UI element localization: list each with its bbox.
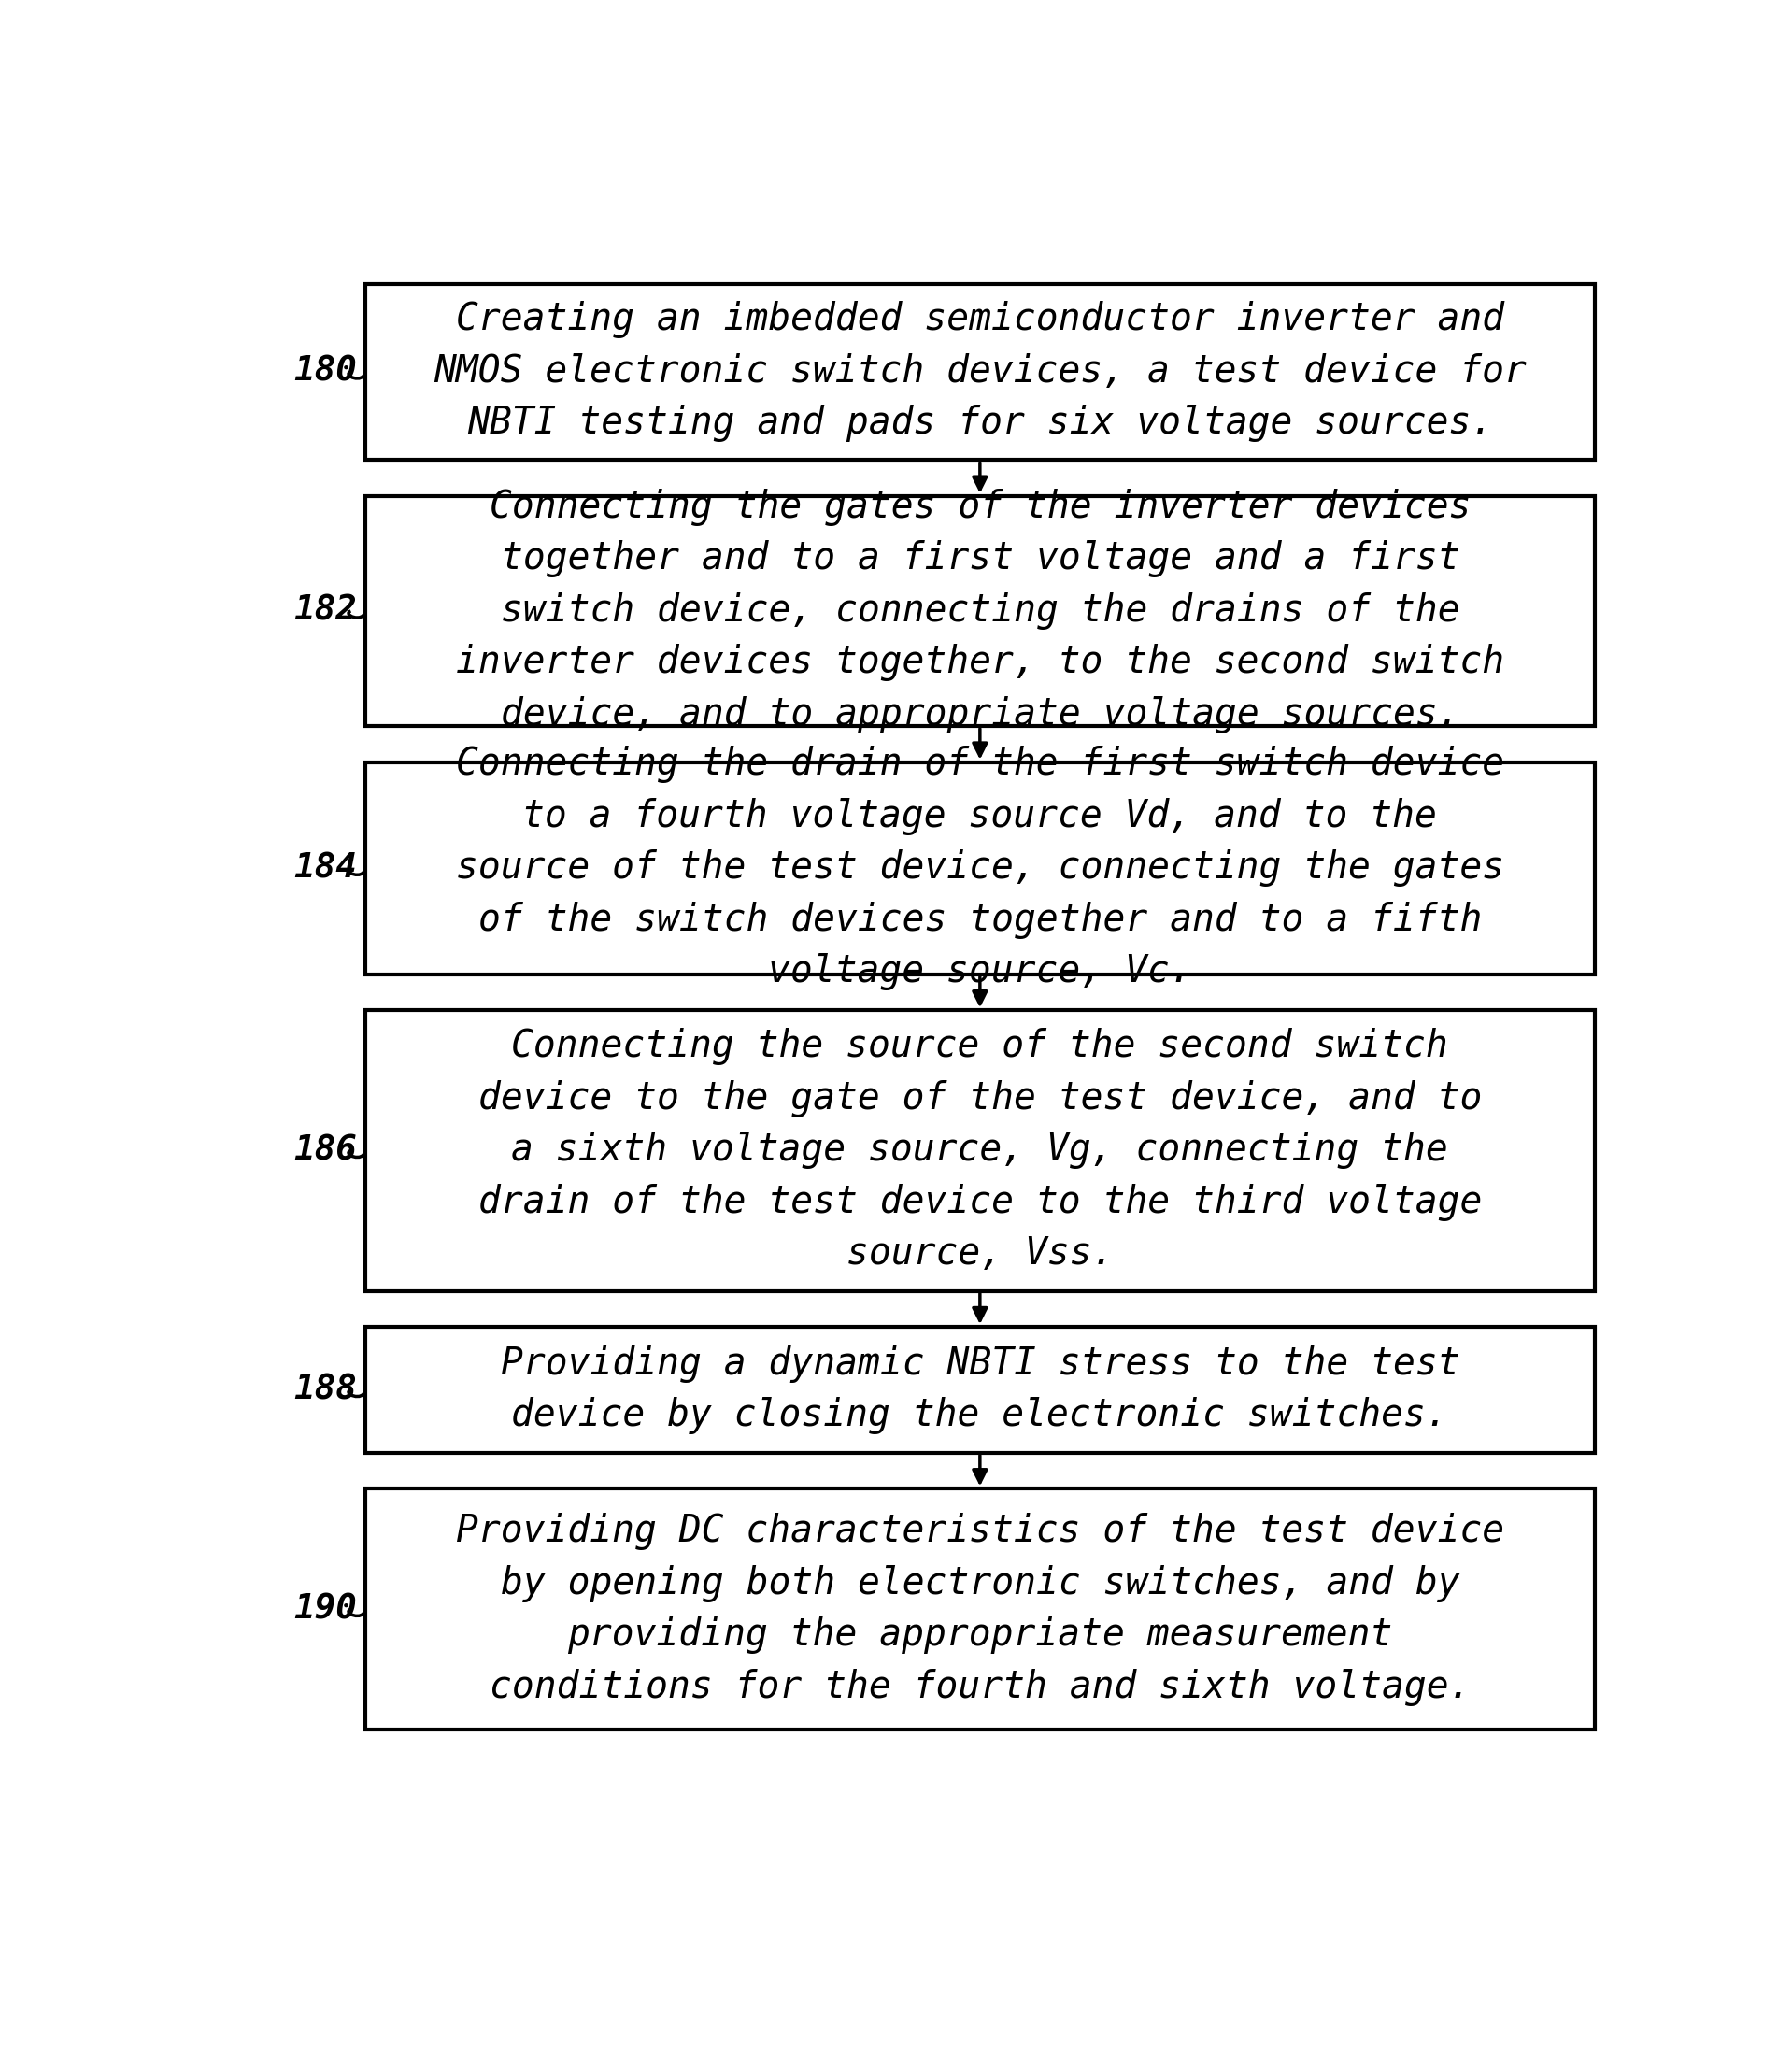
Bar <box>366 762 1595 974</box>
Bar <box>366 283 1595 460</box>
Text: 184: 184 <box>294 850 357 885</box>
Text: 188: 188 <box>294 1373 357 1408</box>
Bar <box>366 495 1595 727</box>
Text: 190: 190 <box>294 1593 357 1626</box>
Bar <box>366 1327 1595 1453</box>
Text: Providing a dynamic NBTI stress to the test
device by closing the electronic swi: Providing a dynamic NBTI stress to the t… <box>500 1346 1459 1434</box>
Text: Connecting the drain of the first switch device
to a fourth voltage source Vd, a: Connecting the drain of the first switch… <box>455 745 1503 991</box>
Text: Connecting the gates of the inverter devices
together and to a first voltage and: Connecting the gates of the inverter dev… <box>455 489 1503 733</box>
Text: Providing DC characteristics of the test device
by opening both electronic switc: Providing DC characteristics of the test… <box>455 1513 1503 1705</box>
Text: Connecting the source of the second switch
device to the gate of the test device: Connecting the source of the second swit… <box>478 1028 1482 1273</box>
Bar <box>366 1009 1595 1290</box>
Bar <box>366 1488 1595 1730</box>
Text: 182: 182 <box>294 594 357 627</box>
Text: 180: 180 <box>294 355 357 388</box>
Text: Creating an imbedded semiconductor inverter and
NMOS electronic switch devices, : Creating an imbedded semiconductor inver… <box>434 301 1527 442</box>
Text: 186: 186 <box>294 1133 357 1168</box>
